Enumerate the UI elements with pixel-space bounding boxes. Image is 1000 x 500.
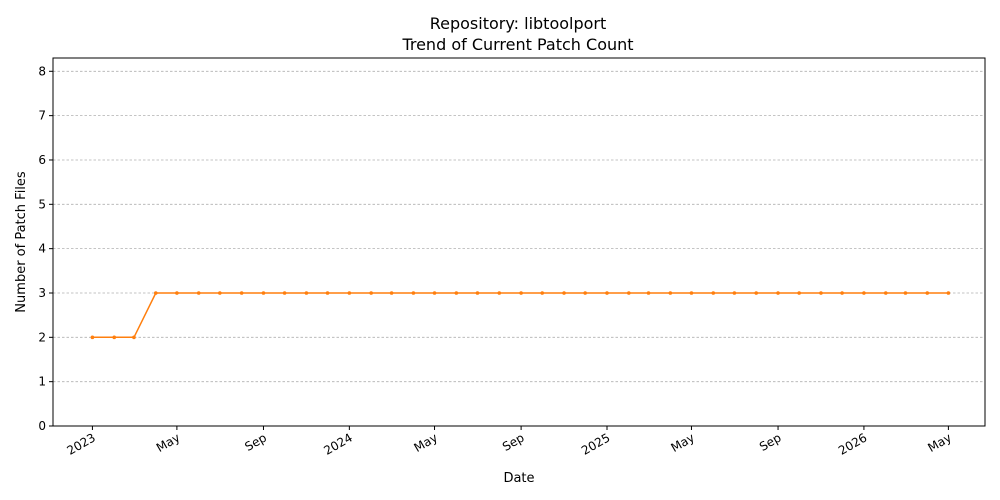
data-point bbox=[519, 291, 523, 295]
data-point bbox=[711, 291, 716, 295]
data-point bbox=[153, 291, 158, 295]
plot-frame bbox=[52, 57, 986, 427]
y-tick-label: 1 bbox=[38, 375, 46, 389]
grid bbox=[53, 70, 985, 427]
data-point bbox=[862, 291, 866, 295]
data-point bbox=[883, 291, 888, 295]
data-point bbox=[196, 291, 201, 295]
y-tick-label: 0 bbox=[38, 419, 46, 433]
data-point bbox=[776, 291, 780, 295]
x-tick-label: May bbox=[154, 430, 182, 455]
y-tick-label: 7 bbox=[38, 109, 46, 123]
y-tick-label: 2 bbox=[38, 330, 46, 344]
data-point bbox=[282, 291, 287, 295]
data-point bbox=[668, 291, 673, 295]
data-point bbox=[562, 291, 566, 295]
data-point bbox=[112, 335, 117, 340]
data-point bbox=[497, 291, 502, 295]
x-axis: 2023 May Sep 2024 May Sep 2025 May Sep 2026 May bbox=[64, 426, 954, 458]
data-point bbox=[605, 291, 609, 295]
data-point bbox=[627, 291, 631, 295]
data-point bbox=[732, 291, 737, 295]
data-point bbox=[132, 335, 136, 340]
data-point bbox=[218, 291, 222, 295]
data-point bbox=[389, 291, 394, 295]
data-point bbox=[646, 291, 651, 295]
y-tick-label: 3 bbox=[38, 286, 46, 300]
data-point bbox=[411, 291, 416, 295]
data-point bbox=[175, 291, 179, 295]
x-tick-label: Sep bbox=[757, 430, 784, 453]
data-point bbox=[840, 291, 844, 295]
chart-subtitle: Trend of Current Patch Count bbox=[401, 35, 633, 54]
data-point bbox=[797, 291, 801, 295]
data-point bbox=[432, 291, 437, 295]
x-tick-label: Sep bbox=[500, 430, 527, 453]
data-point bbox=[689, 291, 694, 295]
data-point bbox=[347, 291, 352, 295]
data-point bbox=[369, 291, 373, 295]
data-point bbox=[925, 291, 930, 295]
data-point bbox=[475, 291, 480, 295]
x-tick-label: Sep bbox=[242, 430, 269, 453]
y-axis: 0 1 2 3 4 5 6 7 8 bbox=[38, 64, 53, 433]
x-tick-label: 2025 bbox=[579, 430, 612, 457]
y-tick-label: 6 bbox=[38, 153, 46, 167]
x-tick-label: 2026 bbox=[836, 430, 869, 457]
x-tick-label: May bbox=[412, 430, 440, 455]
y-axis-label: Number of Patch Files bbox=[14, 171, 29, 313]
data-point bbox=[946, 291, 951, 295]
y-tick-label: 5 bbox=[38, 197, 46, 211]
data-point bbox=[90, 335, 95, 340]
x-tick-label: May bbox=[925, 430, 953, 455]
data-point bbox=[754, 291, 759, 295]
chart-title: Repository: libtoolport bbox=[430, 14, 607, 33]
data-point bbox=[903, 291, 908, 295]
x-tick-label: May bbox=[668, 430, 696, 455]
data-point bbox=[325, 291, 330, 295]
data-point bbox=[454, 291, 459, 295]
y-tick-label: 4 bbox=[38, 242, 46, 256]
x-tick-label: 2023 bbox=[64, 430, 97, 457]
x-axis-label: Date bbox=[503, 471, 534, 486]
data-point bbox=[819, 291, 823, 295]
data-point bbox=[261, 291, 266, 295]
data-point bbox=[304, 291, 309, 295]
data-point bbox=[540, 291, 545, 295]
data-point bbox=[583, 291, 587, 295]
series-layer bbox=[90, 291, 951, 340]
series-line bbox=[92, 292, 949, 339]
x-tick-label: 2024 bbox=[321, 430, 354, 457]
data-point bbox=[239, 291, 244, 295]
y-tick-label: 8 bbox=[38, 64, 46, 78]
